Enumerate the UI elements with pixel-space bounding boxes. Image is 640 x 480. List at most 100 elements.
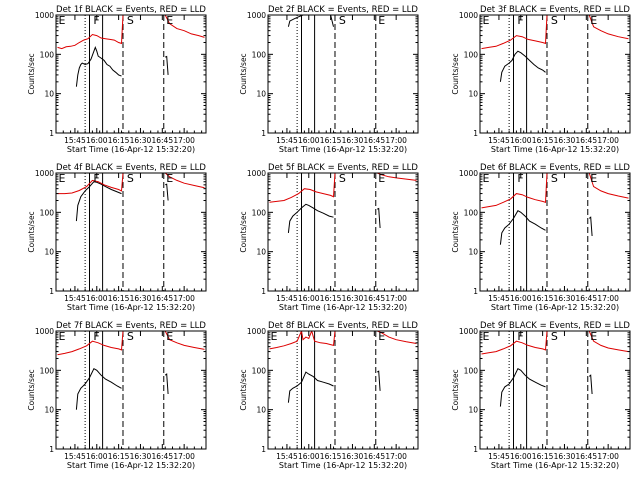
y-tick-label: 1000 xyxy=(247,327,266,336)
x-tick-label: 16:45 xyxy=(151,136,173,145)
x-tick-label: 16:30 xyxy=(554,294,576,303)
y-tick-label: 100 xyxy=(464,366,479,375)
x-tick-label: 16:15 xyxy=(320,294,342,303)
y-tick-label: 100 xyxy=(40,50,55,59)
y-tick-label: 1 xyxy=(49,445,54,454)
chart-title: Det 8f BLACK = Events, RED = LLD xyxy=(268,321,418,331)
plot-frame xyxy=(479,330,631,450)
region-letter: E xyxy=(590,172,597,185)
y-tick-label: 10 xyxy=(256,90,266,99)
x-tick-label: 16:15 xyxy=(532,452,554,461)
series-line-events xyxy=(376,207,381,229)
y-tick-label: 1 xyxy=(261,287,266,296)
x-tick-label: 15:45 xyxy=(276,136,298,145)
x-tick-label: 16:00 xyxy=(298,136,320,145)
y-axis-label: Counts/sec xyxy=(27,211,36,252)
series-line-events xyxy=(287,15,334,27)
series-group xyxy=(269,15,417,27)
y-tick-label: 1 xyxy=(49,287,54,296)
y-axis-label: Counts/sec xyxy=(451,211,460,252)
y-axis-label: Counts/sec xyxy=(239,211,248,252)
x-tick-label: 16:30 xyxy=(342,452,364,461)
region-letter: E xyxy=(166,330,173,343)
y-tick-label: 10 xyxy=(256,248,266,257)
x-tick-label: 16:15 xyxy=(108,452,130,461)
x-tick-label: 17:00 xyxy=(385,136,407,145)
region-letter: E xyxy=(166,172,173,185)
series-line-lld xyxy=(57,15,205,50)
y-tick-label: 1 xyxy=(473,445,478,454)
x-tick-label: 17:00 xyxy=(173,294,195,303)
x-axis-label: Start Time (16-Apr-12 15:32:20) xyxy=(279,145,407,154)
series-line-events xyxy=(165,55,169,75)
y-tick-label: 100 xyxy=(464,208,479,217)
series-group xyxy=(481,173,629,245)
region-letter: E xyxy=(166,14,173,27)
region-letter: F xyxy=(517,330,523,343)
x-axis-label: Start Time (16-Apr-12 15:32:20) xyxy=(67,303,195,312)
x-axis-label: Start Time (16-Apr-12 15:32:20) xyxy=(279,461,407,470)
y-tick-label: 1000 xyxy=(459,11,478,20)
y-tick-label: 1000 xyxy=(35,169,54,178)
region-letter: S xyxy=(127,172,134,185)
plot-frame xyxy=(479,172,631,292)
series-group xyxy=(269,173,417,233)
y-tick-label: 10 xyxy=(468,406,478,415)
x-tick-label: 16:15 xyxy=(108,136,130,145)
region-letter: E xyxy=(58,14,65,27)
region-letter: F xyxy=(517,172,523,185)
y-tick-label: 100 xyxy=(252,208,267,217)
y-tick-label: 10 xyxy=(44,90,54,99)
region-letter: E xyxy=(590,330,597,343)
chart-title: Det 1f BLACK = Events, RED = LLD xyxy=(56,5,206,15)
x-axis-label: Start Time (16-Apr-12 15:32:20) xyxy=(279,303,407,312)
series-line-lld xyxy=(57,331,205,356)
region-letter: F xyxy=(93,14,99,27)
plot-frame xyxy=(55,172,207,292)
region-letter: S xyxy=(551,330,558,343)
region-letter: E xyxy=(58,172,65,185)
region-letter: E xyxy=(590,14,597,27)
x-tick-label: 16:45 xyxy=(363,294,385,303)
region-letter: S xyxy=(339,14,346,27)
x-tick-label: 16:15 xyxy=(532,136,554,145)
region-letter: S xyxy=(339,172,346,185)
y-tick-label: 1000 xyxy=(459,169,478,178)
y-axis-label: Counts/sec xyxy=(451,369,460,410)
region-letter: E xyxy=(378,172,385,185)
series-line-events xyxy=(588,374,593,395)
x-tick-label: 16:30 xyxy=(130,452,152,461)
x-tick-label: 15:45 xyxy=(64,136,86,145)
plot-frame xyxy=(55,330,207,450)
plot-frame xyxy=(267,14,419,134)
y-axis-label: Counts/sec xyxy=(27,53,36,94)
x-tick-label: 16:30 xyxy=(554,452,576,461)
plot-frame xyxy=(267,172,419,292)
region-letter: E xyxy=(378,14,385,27)
x-tick-label: 16:00 xyxy=(86,136,108,145)
y-tick-label: 10 xyxy=(256,406,266,415)
plot-frame xyxy=(55,14,207,134)
x-tick-label: 17:00 xyxy=(173,136,195,145)
region-letter: E xyxy=(482,330,489,343)
x-axis-label: Start Time (16-Apr-12 15:32:20) xyxy=(67,145,195,154)
series-line-events xyxy=(287,371,334,403)
series-line-lld xyxy=(481,331,629,355)
series-line-lld xyxy=(269,173,417,203)
x-tick-label: 16:30 xyxy=(130,294,152,303)
region-letter: S xyxy=(127,330,134,343)
y-axis-label: Counts/sec xyxy=(239,369,248,410)
y-tick-label: 1000 xyxy=(459,327,478,336)
chart-title: Det 9f BLACK = Events, RED = LLD xyxy=(480,321,630,331)
region-letter: F xyxy=(93,172,99,185)
x-tick-label: 16:30 xyxy=(342,294,364,303)
series-group xyxy=(57,173,205,222)
x-tick-label: 16:30 xyxy=(554,136,576,145)
series-line-events xyxy=(499,368,546,407)
x-tick-label: 16:45 xyxy=(575,136,597,145)
y-axis-label: Counts/sec xyxy=(451,53,460,94)
